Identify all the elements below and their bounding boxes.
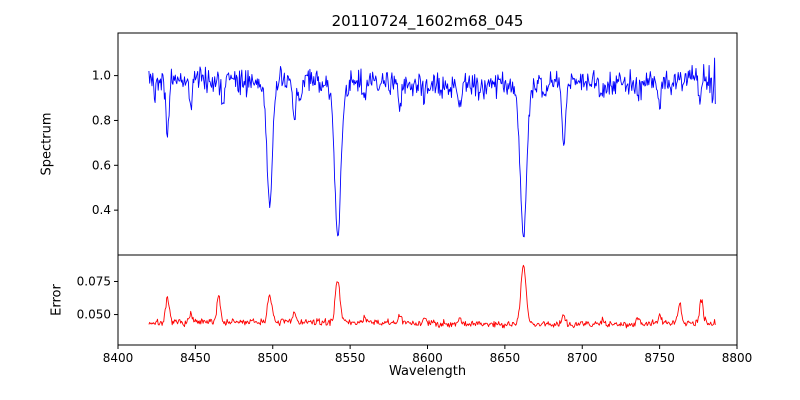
- spectrum-panel-border: [117, 32, 738, 256]
- x-axis-label: Wavelength: [388, 364, 467, 379]
- x-tick-label: 8700: [567, 351, 598, 365]
- error-y-tick-label: 0.075: [77, 274, 111, 288]
- x-tick-label: 8400: [103, 351, 134, 365]
- x-tick-label: 8650: [490, 351, 521, 365]
- spectrum-y-tick-label: 0.4: [92, 203, 111, 217]
- chart-title: 20110724_1602m68_045: [331, 12, 524, 30]
- spectrum-y-tick-label: 0.8: [92, 113, 111, 127]
- spectrum-line: [148, 57, 716, 238]
- x-tick-label: 8800: [722, 351, 753, 365]
- error-y-tick-label: 0.050: [77, 308, 111, 322]
- x-tick-label: 8450: [180, 351, 211, 365]
- spectrum-y-tick-label: 1.0: [92, 69, 111, 83]
- x-tick-label: 8600: [412, 351, 443, 365]
- x-tick-label: 8550: [335, 351, 366, 365]
- error-line: [148, 264, 716, 329]
- spectrum-y-tick-label: 0.6: [92, 158, 111, 172]
- error-panel-border: [117, 254, 738, 346]
- x-tick-label: 8750: [644, 351, 675, 365]
- x-tick-label: 8500: [257, 351, 288, 365]
